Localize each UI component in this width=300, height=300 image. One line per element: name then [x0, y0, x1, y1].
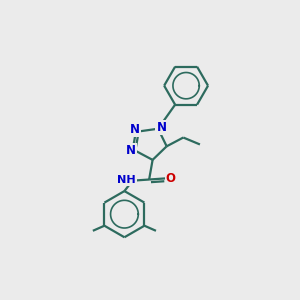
- Text: NH: NH: [117, 175, 135, 185]
- Text: O: O: [166, 172, 176, 185]
- Text: N: N: [126, 144, 136, 157]
- Text: N: N: [157, 121, 166, 134]
- Text: N: N: [130, 123, 140, 136]
